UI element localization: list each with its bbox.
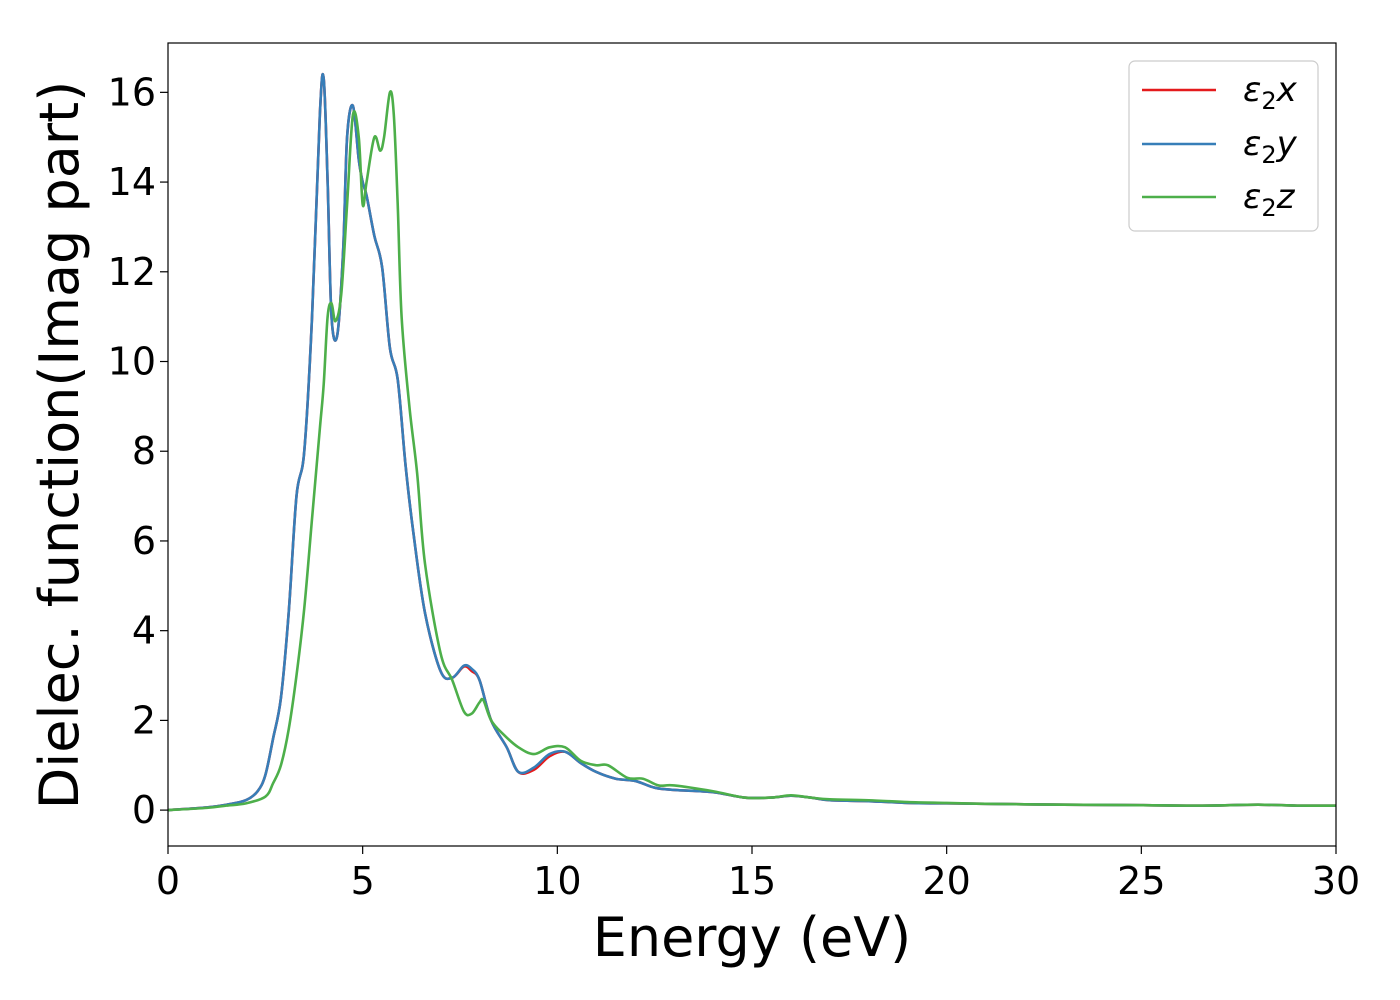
legend-label-x: ε2x (1243, 70, 1298, 115)
legend-label-y: ε2y (1243, 124, 1298, 169)
x-tick-label: 20 (922, 859, 970, 903)
y-tick-label: 0 (132, 788, 156, 832)
x-tick-label: 25 (1117, 859, 1165, 903)
legend-box (1128, 60, 1319, 232)
y-tick-label: 4 (132, 609, 156, 653)
y-tick-label: 12 (108, 250, 156, 294)
x-tick-label: 15 (728, 859, 776, 903)
y-tick-label: 6 (132, 519, 156, 563)
y-tick-label: 8 (132, 429, 156, 473)
legend-label-z: ε2z (1243, 177, 1296, 222)
x-tick-label: 30 (1312, 859, 1360, 903)
x-tick-label: 0 (156, 859, 180, 903)
y-tick-label: 10 (108, 340, 156, 384)
y-axis-title: Dielec. function(Imag part) (28, 81, 91, 810)
series-layer (167, 72, 1337, 812)
series-line-z (167, 90, 1337, 812)
x-axis-ticks: 0 5 10 15 20 25 30 (156, 846, 1360, 903)
legend: ε2x ε2y ε2z (1128, 60, 1319, 232)
y-tick-label: 14 (108, 160, 156, 204)
x-tick-label: 5 (351, 859, 375, 903)
x-tick-label: 10 (533, 859, 581, 903)
y-tick-label: 2 (132, 698, 156, 742)
y-tick-label: 16 (108, 70, 156, 114)
y-axis-ticks: 0 2 4 6 8 10 12 14 16 (108, 70, 168, 832)
x-axis-title: Energy (eV) (593, 906, 912, 969)
